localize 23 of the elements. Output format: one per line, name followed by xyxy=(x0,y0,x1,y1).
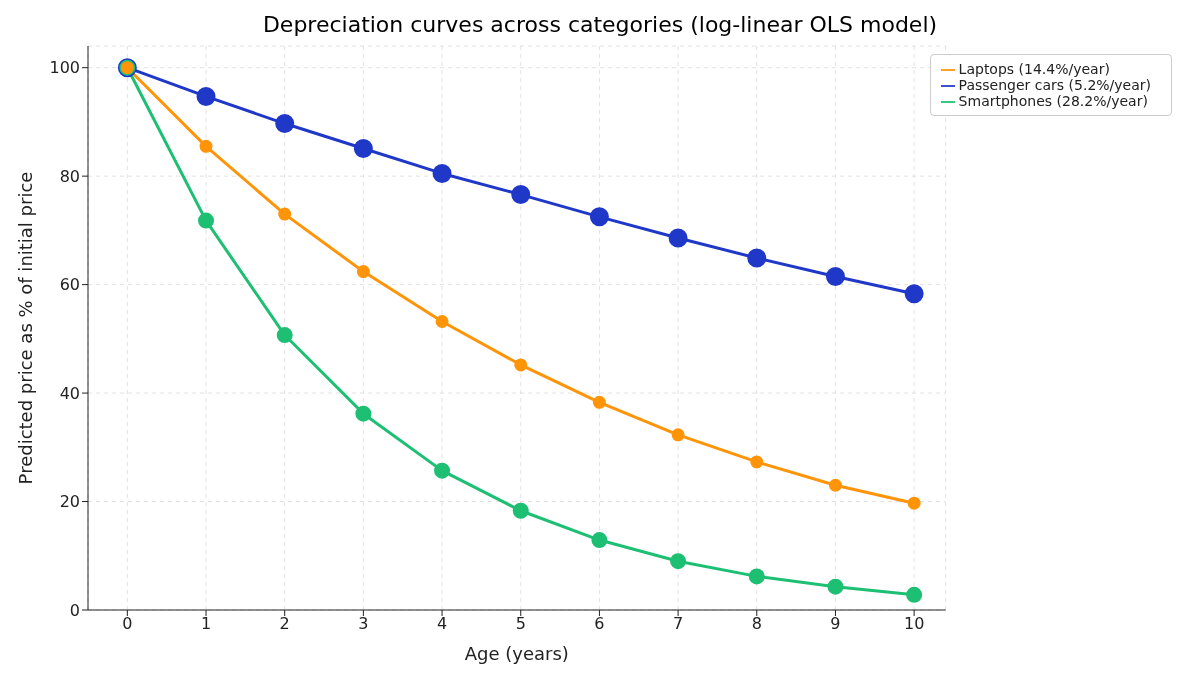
x-tick-label: 8 xyxy=(751,614,762,634)
legend-label: Passenger cars (5.2%/year) xyxy=(958,77,1151,93)
x-tick-label: 10 xyxy=(903,614,925,634)
y-tick-label: 20 xyxy=(59,492,80,512)
x-tick-label: 1 xyxy=(200,614,212,634)
y-tick-label: 40 xyxy=(59,383,80,403)
x-axis-title: Age (years) xyxy=(464,643,569,664)
y-tick-label: 100 xyxy=(49,58,80,78)
y-axis-title: Predicted price as % of initial price xyxy=(15,171,37,485)
x-tick-label: 3 xyxy=(358,614,369,634)
x-tick-label: 4 xyxy=(436,614,448,634)
legend-label: Laptops (14.4%/year) xyxy=(958,61,1110,77)
y-tick-label: 80 xyxy=(59,166,80,186)
x-tick-label: 2 xyxy=(279,614,290,634)
x-tick-label: 5 xyxy=(515,614,526,634)
x-tick-label: 9 xyxy=(830,614,841,634)
x-tick-label: 7 xyxy=(673,614,684,634)
y-tick-label: 0 xyxy=(69,600,80,620)
x-tick-label: 6 xyxy=(594,614,605,634)
legend-label: Smartphones (28.2%/year) xyxy=(958,93,1148,109)
y-tick-label: 60 xyxy=(59,275,80,295)
chart-title: Depreciation curves across categories (log-linear OLS model) xyxy=(261,11,939,39)
x-tick-label: 0 xyxy=(122,614,133,634)
